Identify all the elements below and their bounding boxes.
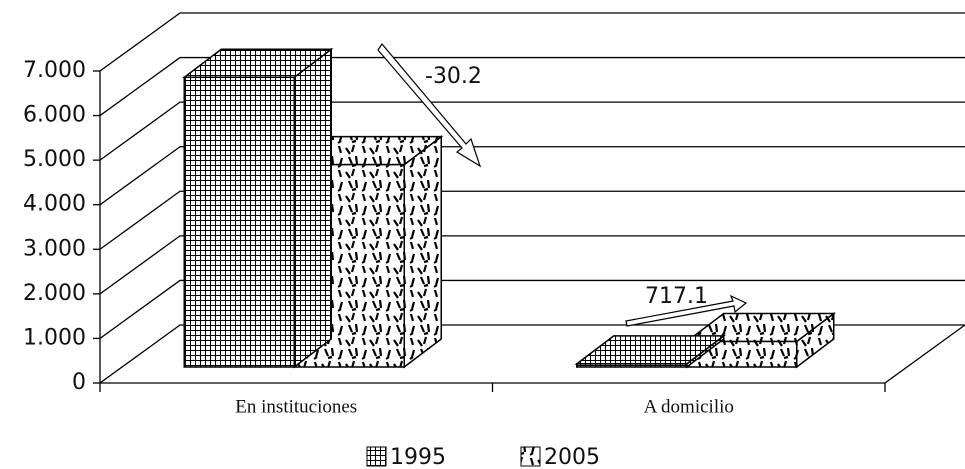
grid-line	[99, 56, 965, 117]
y-tick-label: 4.000	[23, 192, 86, 217]
legend: 1995 2005	[366, 445, 600, 469]
bar	[574, 334, 726, 369]
y-tick-label: 1.000	[23, 325, 86, 350]
y-tick-label: 6.000	[23, 103, 86, 128]
grid-line	[99, 101, 965, 161]
grid-line	[99, 190, 965, 250]
y-tick-label: 0	[72, 370, 86, 395]
grid-line	[99, 324, 965, 384]
grid-line	[99, 146, 965, 206]
bar	[684, 311, 836, 369]
bar-front	[183, 76, 295, 368]
arrow	[377, 43, 748, 327]
annotation: -30.2	[425, 64, 482, 89]
bar-side	[293, 47, 332, 369]
y-tick-label: 7.000	[23, 58, 86, 83]
y-tick-label: 5.000	[23, 147, 86, 172]
y-tick-label: 2.000	[23, 281, 86, 306]
bar-side	[403, 135, 442, 369]
legend-swatch	[520, 446, 541, 467]
grid-line	[99, 279, 965, 339]
grid-line	[99, 235, 965, 295]
legend-label: 2005	[544, 445, 600, 469]
bar-front	[576, 363, 688, 368]
legend-swatch	[366, 446, 387, 467]
bar	[182, 47, 334, 369]
grid-line	[99, 12, 965, 72]
x-tick-label: A domicilio	[644, 396, 734, 417]
annotation: 717.1	[645, 284, 708, 309]
legend-label: 1995	[390, 445, 446, 469]
y-tick-label: 3.000	[23, 236, 86, 261]
x-tick-label: En instituciones	[235, 396, 357, 417]
